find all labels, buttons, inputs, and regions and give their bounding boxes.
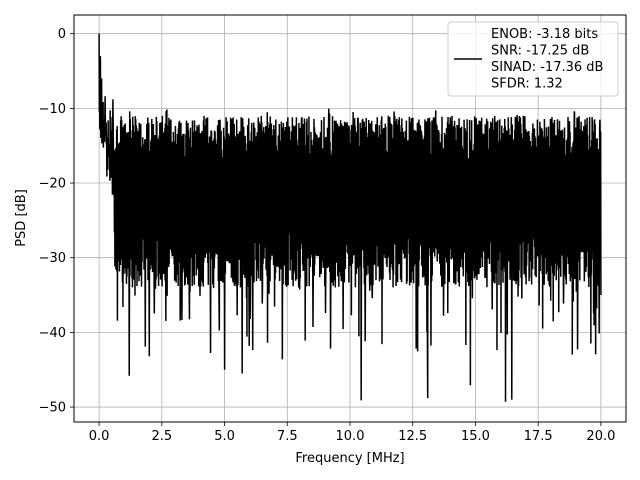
legend-label-line: SINAD: -17.36 dB: [491, 60, 603, 75]
y-axis-label: PSD [dB]: [14, 189, 29, 247]
ticks: 0.0 2.5 5.0 7.5 10.0 12.5 15.0 17.5 20.0 0 −10 −20 −…: [39, 27, 616, 444]
legend-label-line: ENOB: -3.18 bits: [491, 27, 598, 42]
x-tick-label: 12.5: [398, 429, 427, 444]
x-tick-label: 0.0: [89, 429, 110, 444]
legend-label-line: SNR: -17.25 dB: [491, 44, 589, 59]
x-tick-label: 5.0: [214, 429, 235, 444]
x-tick-label: 2.5: [151, 429, 172, 444]
series-layer: [98, 33, 602, 402]
y-tick-label: 0: [58, 27, 66, 42]
x-axis-label: Frequency [MHz]: [295, 451, 404, 466]
y-tick-label: −20: [39, 177, 66, 192]
x-tick-label: 15.0: [461, 429, 490, 444]
x-tick-label: 20.0: [586, 429, 615, 444]
x-tick-label: 7.5: [277, 429, 298, 444]
psd-series-line: [98, 33, 602, 402]
legend-label-line: SFDR: 1.32: [491, 77, 563, 92]
legend-box: [447, 21, 619, 97]
x-tick-label: 17.5: [524, 429, 553, 444]
y-tick-label: −10: [39, 102, 66, 117]
y-tick-label: −50: [39, 401, 66, 416]
x-tick-label: 10.0: [336, 429, 365, 444]
y-tick-label: −30: [39, 251, 66, 266]
y-tick-label: −40: [39, 326, 66, 341]
